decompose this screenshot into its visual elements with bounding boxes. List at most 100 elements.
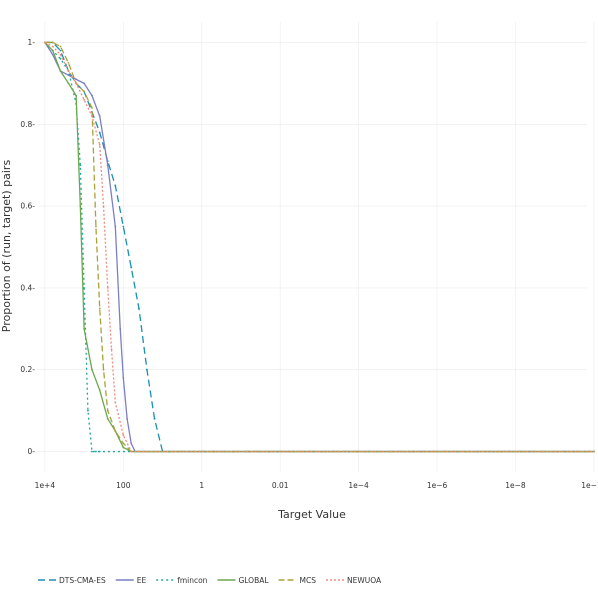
x-axis-title: Target Value	[277, 508, 346, 521]
data-point	[67, 62, 70, 64]
data-point	[130, 442, 133, 445]
data-point	[98, 389, 101, 392]
legend: DTS-CMA-ES EE fmincon GLOBAL MCS NEWUOA	[38, 576, 382, 585]
data-point	[126, 417, 129, 420]
data-point	[119, 327, 122, 330]
y-tick-label: 0-	[28, 447, 36, 456]
x-tick-label: 1e+4	[35, 481, 56, 490]
data-point	[83, 82, 86, 85]
legend-item: EE	[115, 576, 147, 585]
data-point	[59, 53, 62, 56]
x-tick-label: 0.01	[272, 481, 289, 490]
data-point	[106, 417, 109, 420]
series-global	[44, 41, 595, 453]
data-point	[67, 82, 70, 85]
data-point	[146, 368, 148, 371]
data-point	[91, 115, 93, 117]
series-line	[44, 41, 594, 453]
data-point	[83, 287, 86, 289]
data-point	[122, 434, 125, 437]
data-point	[122, 442, 125, 445]
series-mcs	[44, 41, 595, 453]
data-point	[95, 225, 97, 228]
data-point	[130, 450, 133, 453]
data-point	[59, 70, 62, 72]
data-point	[106, 287, 109, 289]
data-point	[83, 98, 86, 101]
legend-item: DTS-CMA-ES	[38, 576, 106, 585]
data-point	[114, 184, 117, 187]
series-lines	[44, 41, 595, 453]
data-point	[153, 417, 156, 420]
series-fmincon	[44, 41, 595, 453]
data-point	[98, 450, 101, 453]
data-point	[91, 368, 93, 371]
data-point	[59, 57, 62, 60]
data-point	[51, 41, 54, 44]
legend-item: GLOBAL	[217, 576, 269, 585]
data-point	[87, 409, 89, 412]
legend-label: MCS	[300, 576, 317, 585]
data-point	[51, 49, 54, 52]
x-tick-label: 1e−6	[427, 481, 448, 490]
y-axis-title: Proportion of (run, target) pairs	[0, 160, 13, 333]
data-point	[98, 143, 101, 146]
y-tick-label: 0.6-	[20, 202, 35, 211]
data-point	[102, 205, 105, 207]
data-point	[138, 307, 140, 310]
data-point	[91, 450, 93, 453]
series-line	[44, 41, 594, 453]
axes: 1e+4 100 1 0.01 1e−4 1e−6 1e−8 1e−10 0- 0.2- 0.4- 0…	[20, 38, 598, 490]
data-point	[51, 53, 54, 56]
series-line	[44, 41, 594, 453]
x-tick-label: 1	[199, 481, 204, 490]
data-point	[67, 70, 70, 72]
data-point	[83, 327, 86, 330]
legend-item: MCS	[278, 576, 317, 585]
legend-label: NEWUOA	[347, 576, 382, 585]
data-point	[95, 450, 97, 453]
legend-label: fmincon	[177, 576, 207, 585]
legend-label: EE	[137, 576, 147, 585]
data-point	[98, 307, 101, 310]
data-point	[122, 377, 125, 379]
legend-item: NEWUOA	[326, 576, 382, 585]
data-point	[593, 450, 595, 453]
x-tick-label: 1e−4	[348, 481, 369, 490]
data-point	[106, 164, 109, 167]
series-ee	[44, 41, 595, 453]
x-tick-label: 100	[116, 481, 131, 490]
data-point	[59, 49, 62, 52]
data-point	[83, 90, 86, 93]
data-point	[79, 164, 82, 167]
y-tick-label: 0.8-	[20, 120, 35, 129]
y-tick-label: 1-	[28, 38, 36, 47]
data-point	[98, 131, 101, 134]
data-point	[75, 82, 78, 85]
data-point	[114, 430, 117, 432]
data-point	[51, 45, 54, 48]
data-point	[102, 368, 105, 371]
series-line	[44, 41, 594, 453]
x-tick-label: 1e−8	[505, 481, 526, 490]
data-point	[75, 78, 78, 81]
series-newuoa	[44, 41, 595, 453]
data-point	[130, 266, 133, 269]
data-point	[122, 446, 125, 449]
legend-label: DTS-CMA-ES	[59, 576, 106, 585]
data-point	[91, 94, 93, 97]
series-line	[44, 42, 594, 453]
data-point	[75, 94, 78, 97]
legend-label: GLOBAL	[238, 576, 269, 585]
y-tick-label: 0.4-	[20, 283, 35, 292]
data-point	[110, 348, 113, 351]
data-point	[79, 205, 82, 207]
data-point	[122, 225, 125, 228]
series-line	[44, 41, 594, 453]
data-point	[114, 401, 117, 404]
grid	[38, 22, 595, 472]
data-point	[91, 107, 93, 109]
y-tick-label: 0.2-	[20, 365, 35, 374]
